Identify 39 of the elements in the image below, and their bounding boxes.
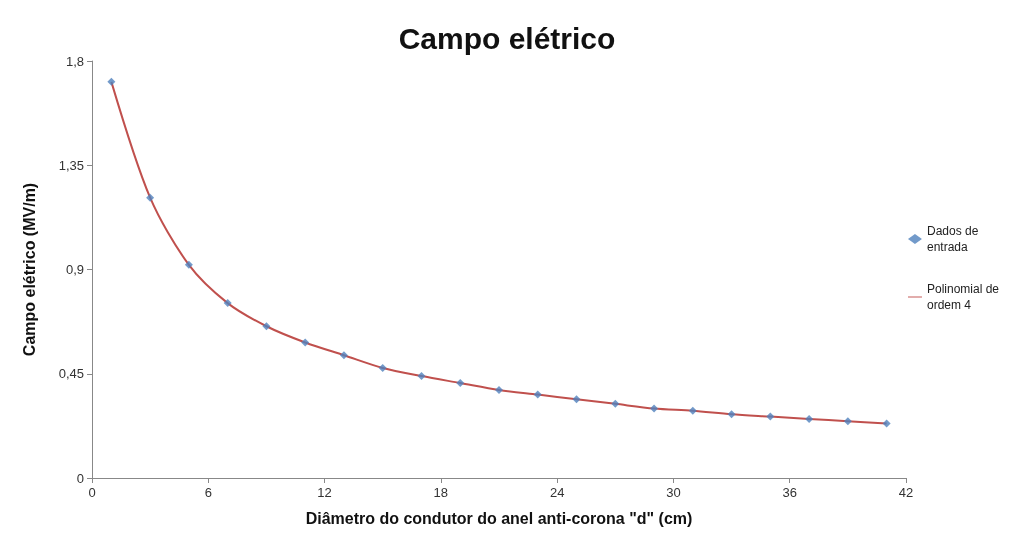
point (533, 390, 542, 399)
x-tick-label: 24 (549, 485, 565, 500)
point (572, 395, 581, 404)
legend-label: Dados de entrada (926, 224, 979, 254)
point (843, 417, 852, 426)
x-axis-title: Diâmetro do condutor do anel anti-corona "d" (cm) (305, 509, 693, 527)
y-tick-label: 0,9 (65, 262, 84, 277)
point (378, 363, 387, 372)
x-tick-label: 18 (433, 485, 449, 500)
point (805, 414, 814, 423)
point (339, 351, 348, 360)
chart-title: Campo elétrico (398, 21, 616, 55)
point (417, 372, 426, 381)
point (301, 338, 310, 347)
y-tick-label: 0,45 (58, 366, 84, 382)
point (107, 77, 116, 86)
y-axis-title: Campo elétrico (MV/m) (20, 182, 38, 357)
x-tick-label: 12 (317, 485, 332, 500)
legend-label: Polinomial de ordem 4 (926, 282, 1000, 312)
y-tick-label: 1,35 (58, 157, 84, 173)
point (650, 404, 659, 413)
point (611, 399, 620, 408)
x-tick-label: 42 (898, 485, 914, 500)
point (882, 419, 891, 428)
point (766, 412, 775, 421)
y-tick-label: 0 (76, 470, 84, 486)
x-tick-label: 36 (782, 485, 797, 500)
x-tick-label: 30 (666, 485, 681, 500)
point (262, 322, 271, 331)
point (456, 379, 465, 388)
y-tick-label: 1,8 (65, 53, 84, 69)
point (727, 410, 736, 419)
x-tick-label: 6 (204, 485, 212, 500)
point (495, 385, 503, 394)
point (688, 406, 697, 415)
point (223, 299, 232, 308)
x-tick-label: 0 (88, 485, 96, 500)
point (184, 260, 193, 269)
point (146, 193, 155, 202)
